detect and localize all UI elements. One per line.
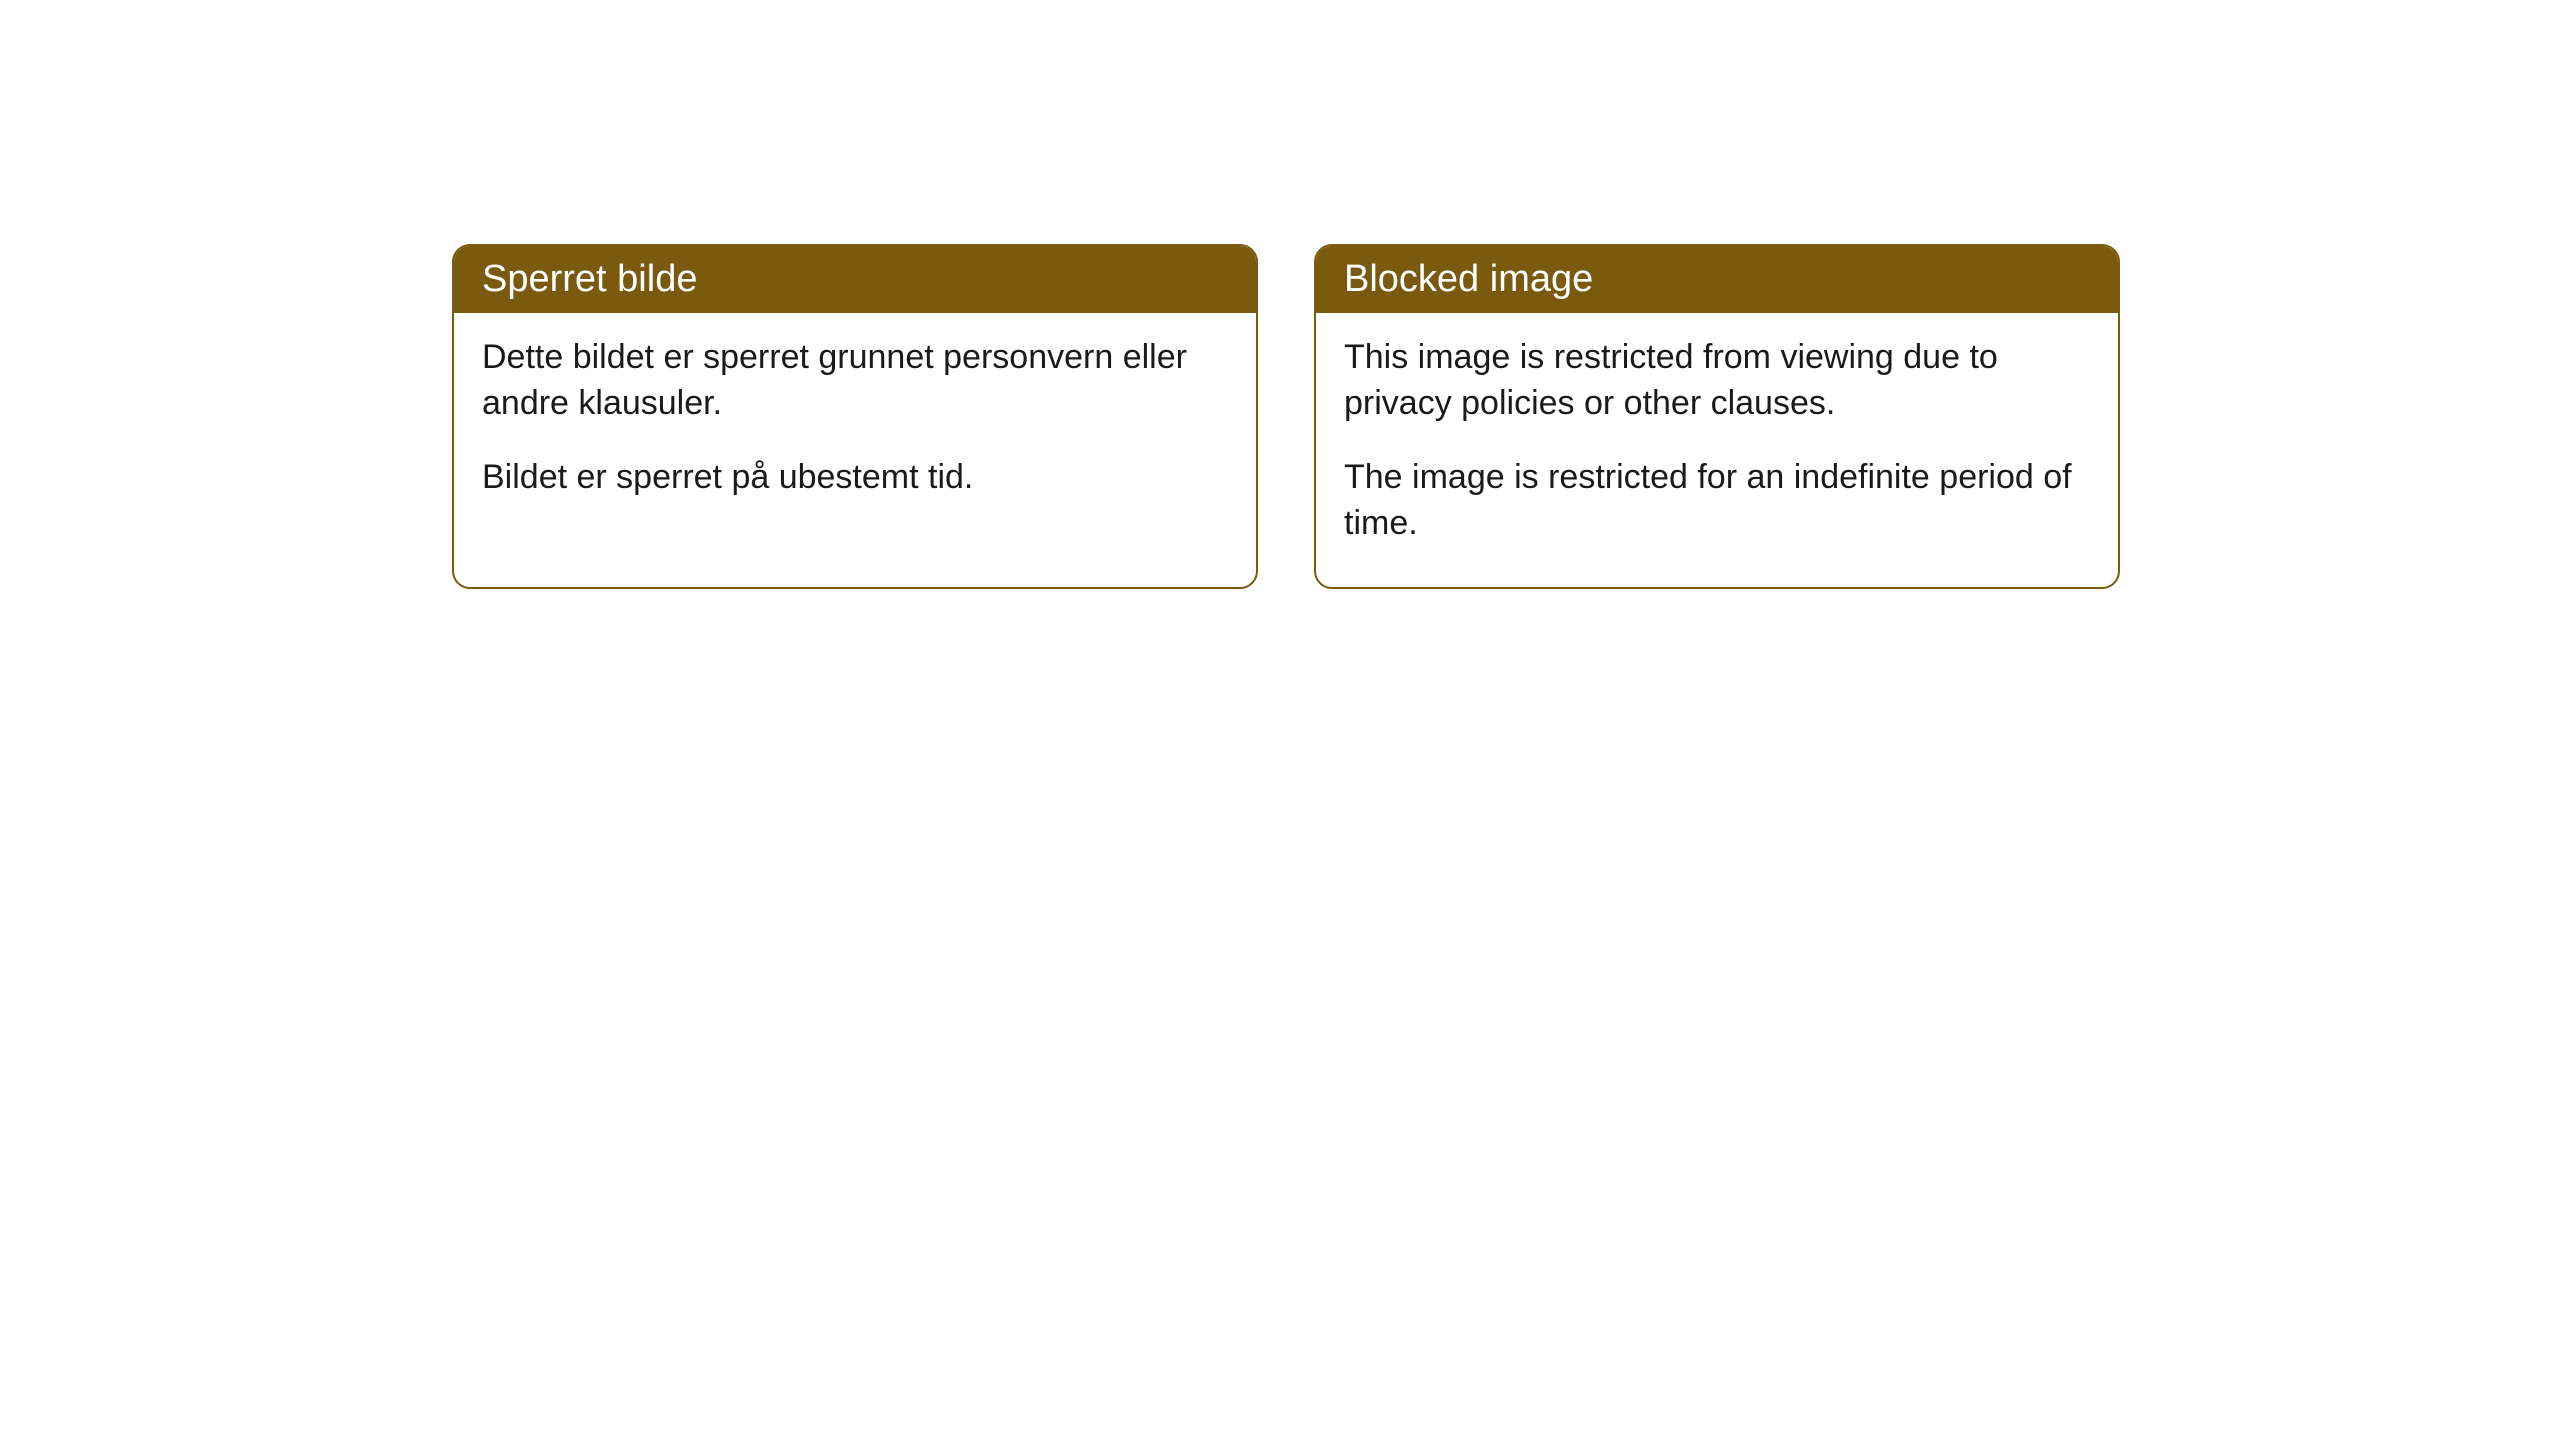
card-header-norwegian: Sperret bilde bbox=[454, 246, 1256, 313]
card-body-norwegian: Dette bildet er sperret grunnet personve… bbox=[454, 313, 1256, 541]
card-paragraph-1-english: This image is restricted from viewing du… bbox=[1344, 335, 2090, 427]
card-paragraph-2-english: The image is restricted for an indefinit… bbox=[1344, 455, 2090, 547]
card-norwegian: Sperret bilde Dette bildet er sperret gr… bbox=[452, 244, 1258, 589]
card-paragraph-1-norwegian: Dette bildet er sperret grunnet personve… bbox=[482, 335, 1228, 427]
card-header-english: Blocked image bbox=[1316, 246, 2118, 313]
card-english: Blocked image This image is restricted f… bbox=[1314, 244, 2120, 589]
cards-container: Sperret bilde Dette bildet er sperret gr… bbox=[452, 244, 2120, 589]
card-body-english: This image is restricted from viewing du… bbox=[1316, 313, 2118, 587]
card-paragraph-2-norwegian: Bildet er sperret på ubestemt tid. bbox=[482, 455, 1228, 501]
